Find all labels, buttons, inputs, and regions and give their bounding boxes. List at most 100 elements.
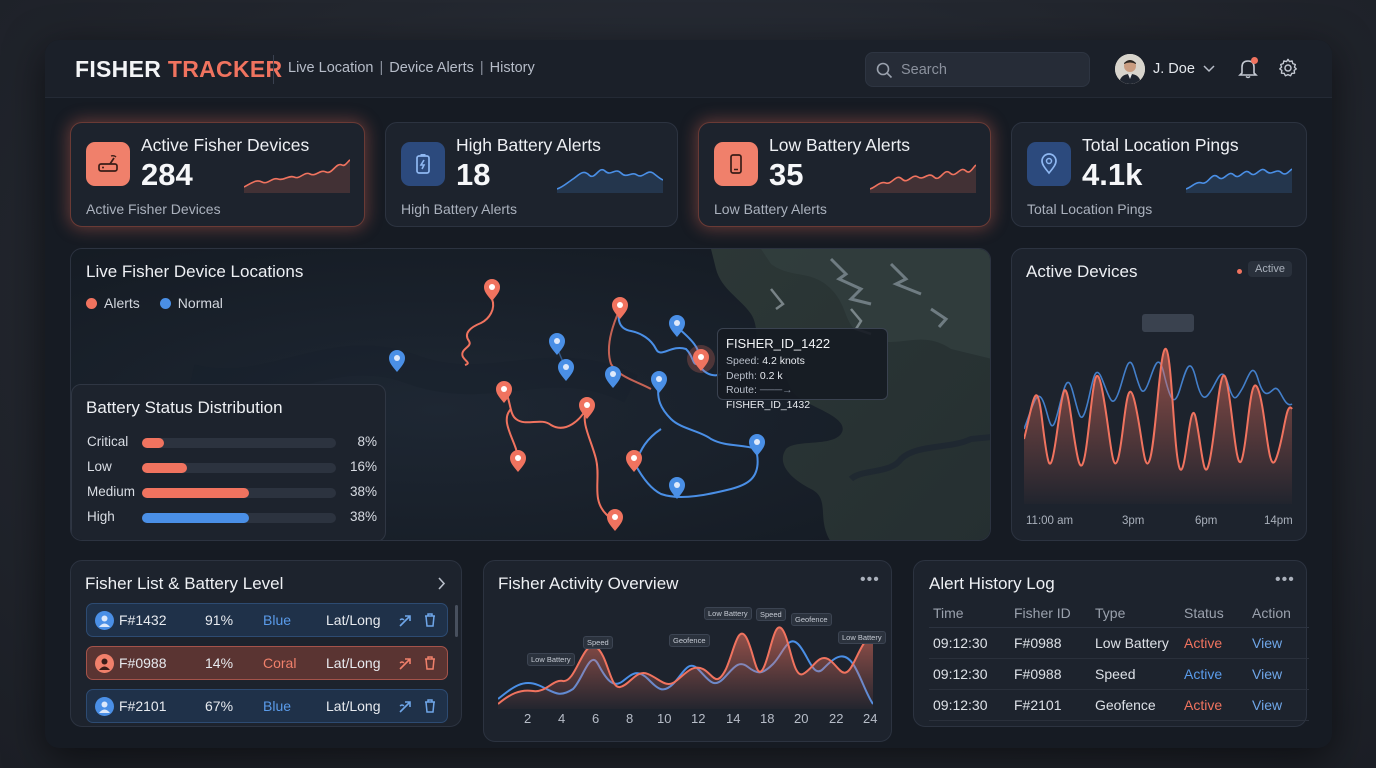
view-link[interactable]: View [1248,689,1309,721]
normal-pin[interactable] [749,434,765,456]
alert-pin[interactable] [626,450,642,472]
sparkline-chart [557,168,663,193]
trash-icon[interactable] [423,698,437,714]
bell-icon[interactable] [1237,57,1259,79]
brand-main: FISHER [75,56,162,82]
battery-track [142,488,336,498]
column-header: Fisher ID [1010,599,1091,628]
event-tag: Low Battery [838,631,886,644]
normal-pin[interactable] [669,315,685,337]
battery-fill [142,488,249,498]
view-link[interactable]: View [1248,658,1309,690]
view-link[interactable]: View [1248,627,1309,659]
event-tag: Speed [583,636,613,649]
color-name: Coral [263,655,297,671]
search-box[interactable] [865,52,1090,87]
legend-label: Alerts [104,295,140,311]
scrollbar[interactable] [455,605,458,637]
stat-value: 284 [141,157,193,192]
locate-icon[interactable] [397,656,413,672]
router-icon [86,142,130,186]
nav-device-alerts[interactable]: Device Alerts [389,60,474,76]
fisher-id-cell: F#0988 [1010,658,1091,690]
user-menu[interactable]: J. Doe [1115,53,1215,85]
normal-pin[interactable] [669,477,685,499]
time-cell: 09:12:30 [929,658,1010,690]
battery-distribution-card: Battery Status Distribution Critical 8% … [71,384,386,540]
locate-icon[interactable] [397,699,413,715]
normal-pin[interactable] [389,350,405,372]
x-axis-label: 20 [794,711,809,726]
stat-title: Low Battery Alerts [769,135,911,155]
x-axis-label: 12 [691,711,706,726]
tooltip-route-value: FISHER_ID_1432 [726,398,811,411]
fisher-row[interactable]: F#2101 67% Blue Lat/Long [86,689,448,723]
event-tag: Geofence [791,613,832,626]
nav-live-location[interactable]: Live Location [288,60,374,76]
fisher-list-card: Fisher List & Battery Level F#1432 91% B… [70,560,462,727]
fisher-id-cell: F#0988 [1010,627,1091,659]
chevron-down-icon [1203,65,1215,73]
search-input[interactable] [901,60,1081,80]
coordinates: Lat/Long [326,612,381,628]
fisher-id: F#2101 [119,698,167,714]
color-name: Blue [263,698,292,714]
user-name: J. Doe [1153,61,1195,77]
more-options-icon[interactable]: ••• [1275,571,1295,588]
alert-pin[interactable] [510,450,526,472]
device-tooltip: FISHER_ID_1422 Speed: 4.2 knots Depth: 0… [717,328,888,411]
stat-card-low-battery[interactable]: Low Battery Alerts 35 Low Battery Alerts [698,122,991,227]
x-axis-label: 11:00 am [1026,515,1074,527]
fisher-list-title: Fisher List & Battery Level [85,574,284,593]
nav-history[interactable]: History [489,60,535,76]
x-axis-label: 4 [558,711,566,726]
chevron-right-icon[interactable] [437,577,446,590]
battery-label: Low [87,459,112,474]
fisher-row[interactable]: F#1432 91% Blue Lat/Long [86,603,448,637]
alert-pin[interactable] [496,381,512,403]
normal-pin[interactable] [651,371,667,393]
map-legend: Alerts Normal [86,295,223,311]
battery-percent: 38% [349,484,377,499]
stat-card-active-devices[interactable]: Active Fisher Devices 284 Active Fisher … [70,122,365,227]
battery-fill [142,513,249,523]
coordinates: Lat/Long [326,698,381,714]
x-axis-label: 14 [726,711,741,726]
alert-pin[interactable] [612,297,628,319]
gear-icon[interactable] [1277,57,1299,79]
alert-pin[interactable] [579,397,595,419]
battery-label: Critical [87,434,129,449]
normal-pin[interactable] [605,366,621,388]
time-cell: 09:12:30 [929,627,1010,659]
normal-pin[interactable] [558,359,574,381]
battery-row-low: Low 16% [87,458,377,476]
live-locations-map[interactable]: Live Fisher Device Locations Alerts Norm… [70,248,991,541]
tooltip-depth-label: Depth: [726,369,757,382]
legend-normal: Normal [159,295,223,311]
stat-card-location-pings[interactable]: Total Location Pings 4.1k Total Location… [1011,122,1307,227]
nav-separator: | [379,60,384,76]
stat-subtitle: High Battery Alerts [401,201,517,217]
x-axis-label: 24 [863,711,878,726]
coordinates: Lat/Long [326,655,381,671]
alert-pin[interactable] [484,279,500,301]
status-cell: Active [1180,658,1248,690]
trash-icon[interactable] [423,655,437,671]
more-options-icon[interactable]: ••• [860,571,880,588]
sparkline-chart [244,159,350,193]
fisher-row[interactable]: F#0988 14% Coral Lat/Long [86,646,448,680]
selected-alert-pin[interactable] [687,345,715,373]
normal-pin[interactable] [549,333,565,355]
user-icon [95,611,114,630]
table-header-row: Time Fisher ID Type Status Action [929,599,1309,628]
stat-title: High Battery Alerts [456,135,601,155]
battery-row-critical: Critical 8% [87,433,377,451]
brand-logo: FISHER TRACKER [75,56,282,83]
trash-icon[interactable] [423,612,437,628]
alert-pin[interactable] [607,509,623,531]
stat-card-high-battery[interactable]: High Battery Alerts 18 High Battery Aler… [385,122,678,227]
user-icon [95,697,114,716]
activity-overview-card: Fisher Activity Overview ••• Low Battery… [483,560,892,742]
locate-icon[interactable] [397,613,413,629]
battery-fill [142,438,165,448]
